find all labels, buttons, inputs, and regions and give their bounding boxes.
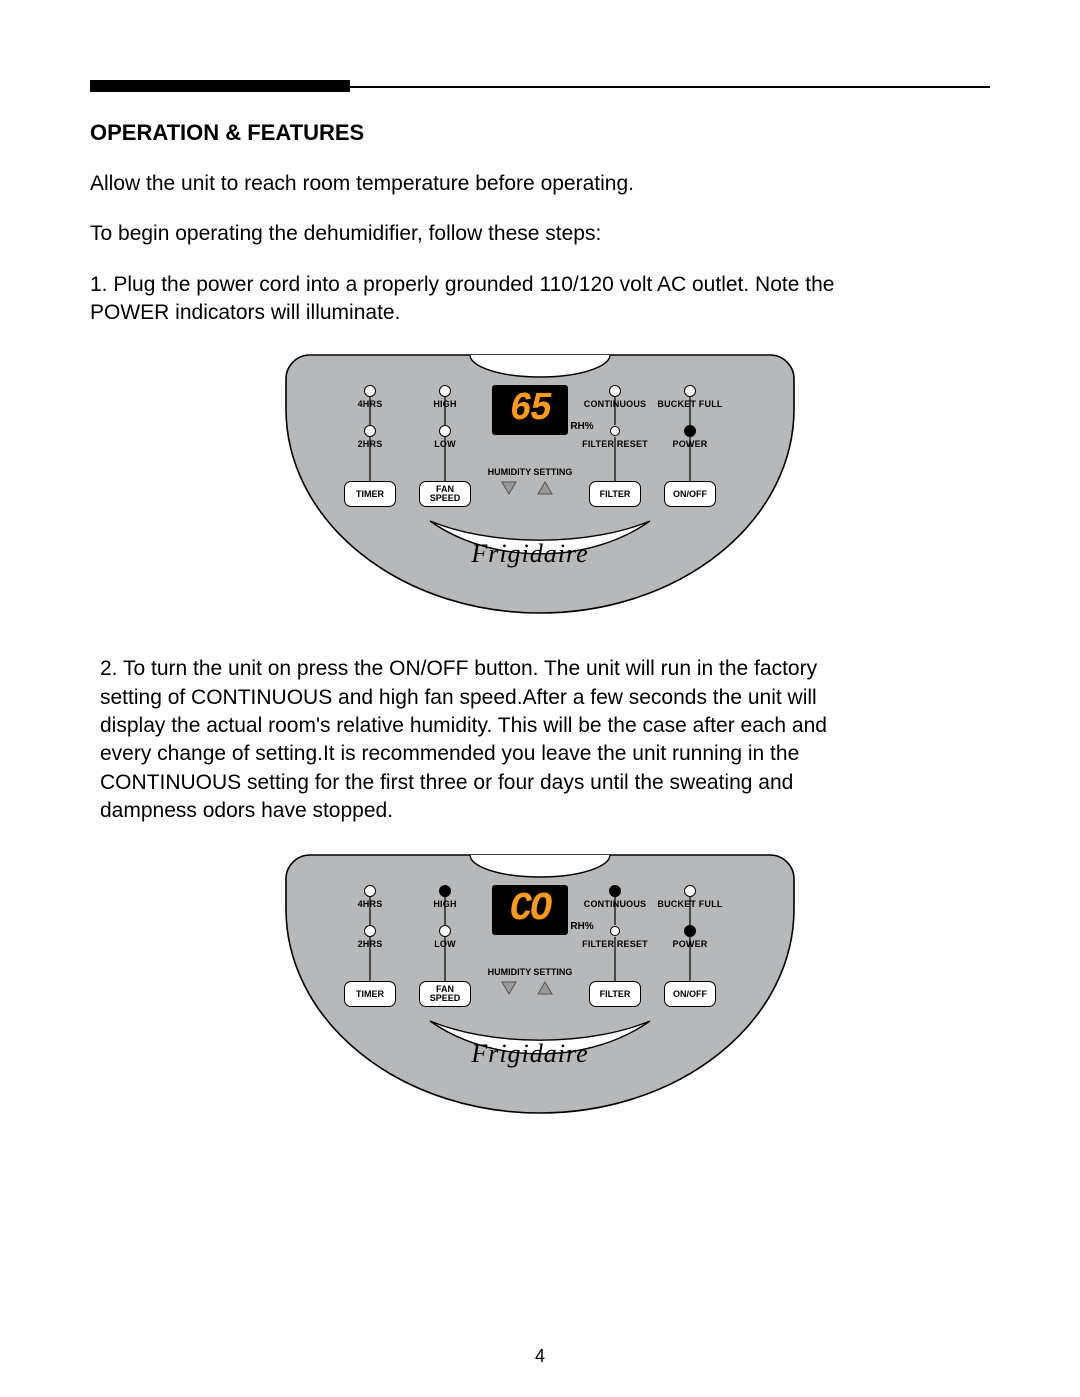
- label-low: LOW: [434, 939, 456, 949]
- label-low: LOW: [434, 439, 456, 449]
- label-continuous: CONTINUOUS: [584, 399, 647, 409]
- humidity-up-button[interactable]: [537, 981, 559, 1003]
- led-continuous: [609, 385, 621, 397]
- label-2hrs: 2HRS: [358, 439, 383, 449]
- section-heading: OPERATION & FEATURES: [90, 120, 990, 146]
- display-value: 65: [510, 390, 550, 430]
- label-4hrs: 4HRS: [358, 399, 383, 409]
- led-power: [684, 925, 696, 937]
- label-filter-reset: FILTER RESET: [582, 439, 648, 449]
- step-2-text: 2. To turn the unit on press the ON/OFF …: [100, 655, 870, 825]
- humidity-display: CO: [492, 885, 568, 935]
- led-high: [439, 385, 451, 397]
- label-4hrs: 4HRS: [358, 899, 383, 909]
- label-humidity-setting: HUMIDITY SETTING: [488, 467, 573, 477]
- step-1-text: 1. Plug the power cord into a properly g…: [90, 271, 900, 328]
- label-power: POWER: [672, 439, 707, 449]
- label-humidity-setting: HUMIDITY SETTING: [488, 967, 573, 977]
- led-low: [439, 425, 451, 437]
- label-high: HIGH: [433, 899, 456, 909]
- humidity-up-button[interactable]: [537, 481, 559, 503]
- page-number: 4: [535, 1346, 545, 1367]
- display-value: CO: [510, 890, 550, 930]
- led-low: [439, 925, 451, 937]
- label-rh-percent: RH%: [570, 421, 593, 432]
- led-4hrs: [364, 385, 376, 397]
- timer-button[interactable]: TIMER: [344, 981, 396, 1007]
- intro-paragraph-1: Allow the unit to reach room temperature…: [90, 170, 900, 198]
- on-off-button[interactable]: ON/OFF: [664, 481, 716, 507]
- intro-paragraph-2: To begin operating the dehumidifier, fol…: [90, 220, 900, 248]
- led-power: [684, 425, 696, 437]
- led-2hrs: [364, 425, 376, 437]
- label-high: HIGH: [433, 399, 456, 409]
- control-panel-figure-1: 4HRS HIGH CONTINUOUS BUCKET FULL 2HRS LOW FILT…: [280, 349, 800, 619]
- control-panel-figure-2: 4HRS HIGH CONTINUOUS BUCKET FULL 2HRS LOW FILT…: [280, 849, 800, 1119]
- led-filter-reset: [610, 926, 620, 936]
- brand-logo: Frigidaire: [471, 539, 588, 569]
- led-4hrs: [364, 885, 376, 897]
- on-off-button[interactable]: ON/OFF: [664, 981, 716, 1007]
- humidity-down-button[interactable]: [501, 481, 523, 503]
- led-2hrs: [364, 925, 376, 937]
- led-filter-reset: [610, 426, 620, 436]
- led-bucket-full: [684, 385, 696, 397]
- label-bucket-full: BUCKET FULL: [657, 899, 722, 909]
- label-filter-reset: FILTER RESET: [582, 939, 648, 949]
- led-high: [439, 885, 451, 897]
- led-bucket-full: [684, 885, 696, 897]
- fan-speed-button[interactable]: FANSPEED: [419, 981, 471, 1007]
- fan-speed-button[interactable]: FANSPEED: [419, 481, 471, 507]
- filter-button[interactable]: FILTER: [589, 481, 641, 507]
- page-rule: [90, 80, 990, 94]
- label-2hrs: 2HRS: [358, 939, 383, 949]
- label-rh-percent: RH%: [570, 921, 593, 932]
- label-bucket-full: BUCKET FULL: [657, 399, 722, 409]
- brand-logo: Frigidaire: [471, 1039, 588, 1069]
- humidity-display: 65: [492, 385, 568, 435]
- label-power: POWER: [672, 939, 707, 949]
- led-continuous: [609, 885, 621, 897]
- timer-button[interactable]: TIMER: [344, 481, 396, 507]
- label-continuous: CONTINUOUS: [584, 899, 647, 909]
- humidity-down-button[interactable]: [501, 981, 523, 1003]
- filter-button[interactable]: FILTER: [589, 981, 641, 1007]
